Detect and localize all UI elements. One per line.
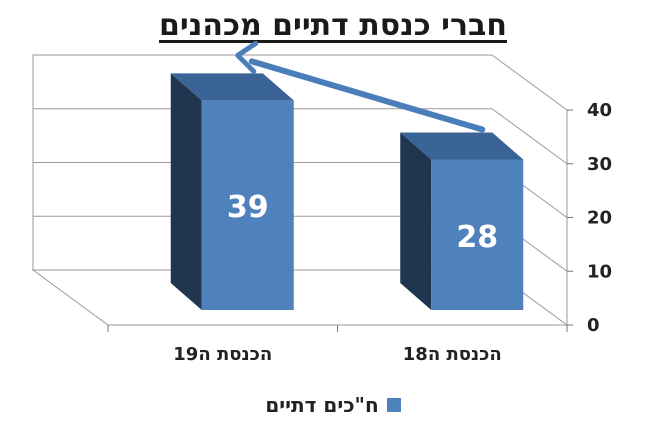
gridline-side (491, 54, 568, 111)
bar (201, 100, 294, 310)
category-label: הכנסת ה19 (173, 344, 272, 365)
y-tick-label: 10 (587, 261, 612, 282)
bar-top (170, 73, 294, 101)
legend-swatch (386, 398, 401, 412)
bar-side (170, 73, 202, 310)
data-label: 28 (456, 220, 498, 255)
trend-arrow-line (248, 58, 486, 133)
y-tick-label: 0 (587, 315, 600, 336)
legend-label: ח"כים דתיים (265, 393, 379, 417)
y-tick-label: 20 (587, 208, 612, 229)
gridline-side (491, 108, 568, 165)
category-label: הכנסת ה18 (403, 344, 502, 365)
trend-arrow-head (235, 40, 259, 74)
data-label: 39 (227, 190, 269, 225)
legend: ח"כים דתיים (0, 393, 666, 417)
bar-top (400, 132, 524, 160)
bar (431, 159, 524, 310)
y-tick-label: 40 (587, 100, 612, 121)
y-tick-label: 30 (587, 154, 612, 175)
bar-side (400, 132, 432, 310)
chart-title: חברי כנסת דתיים מכהנים (159, 8, 507, 43)
